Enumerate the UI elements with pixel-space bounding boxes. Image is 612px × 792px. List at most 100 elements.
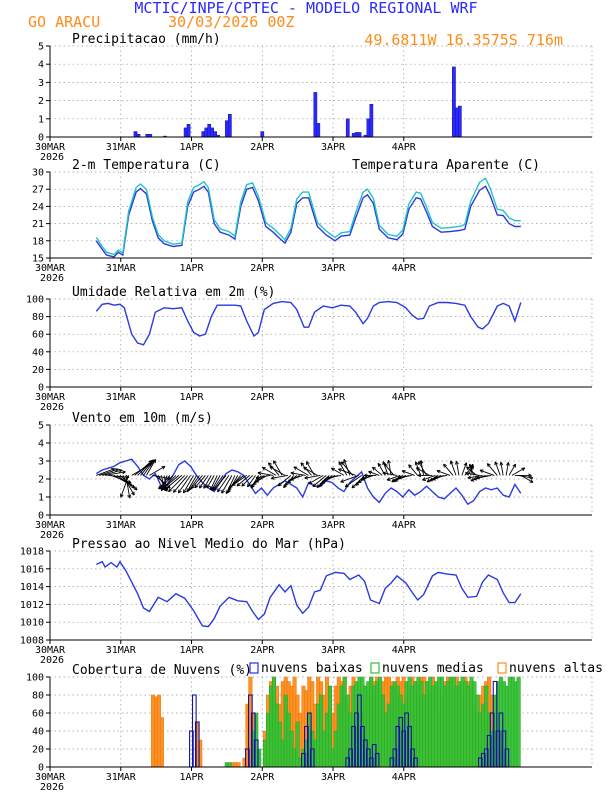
wind-arrow-head <box>436 469 441 474</box>
x-tick-label: 4APR <box>392 142 417 153</box>
wind-arrow <box>466 466 477 476</box>
wind-arrow-head <box>277 482 282 487</box>
wind-arrow <box>188 475 200 491</box>
wind-arrow <box>326 474 342 479</box>
wind-arrow <box>143 459 155 476</box>
wind-arrow-head <box>231 482 236 487</box>
wind-arrow <box>331 467 345 476</box>
wind-arrow-head <box>119 493 124 498</box>
wind-arrow <box>120 475 130 498</box>
wind-arrow-head <box>414 461 419 466</box>
wind-arrow-head <box>290 471 295 476</box>
panel-title: Precipitacao (mm/h) <box>72 32 221 47</box>
legend-swatch <box>370 662 380 674</box>
x-tick-label: 1APR <box>179 520 204 531</box>
wind-arrow-head <box>351 484 356 489</box>
x-tick-label: 3APR <box>321 645 346 656</box>
wind-arrow <box>479 469 495 476</box>
wind-arrow <box>443 463 454 476</box>
wind-arrow <box>221 475 233 494</box>
wind-arrow <box>255 474 271 479</box>
wind-arrow <box>520 475 534 483</box>
wind-arrow-head <box>127 494 132 499</box>
x-tick-label: 4APR <box>392 772 417 783</box>
wind-arrow-head <box>387 459 391 464</box>
wind-arrow-head <box>486 463 491 468</box>
x-tick-label: 1APR <box>179 772 204 783</box>
y-tick-label: 1008 <box>20 636 44 647</box>
y-tick-label: 20 <box>32 745 44 756</box>
y-tick-label: 2 <box>38 96 44 107</box>
wind-arrow <box>461 462 467 476</box>
wind-arrow-head <box>284 482 289 486</box>
wind-arrow-head <box>323 477 328 482</box>
wind-arrow-head <box>283 484 287 489</box>
x-tick-label: 4APR <box>392 392 417 403</box>
wind-arrow-head <box>228 484 233 489</box>
wind-arrow-head <box>465 471 469 476</box>
wind-arrow-head <box>213 486 217 491</box>
panel-title: 2-m Temperatura (C) <box>72 158 221 173</box>
x-tick-label: 31MAR <box>106 263 137 274</box>
wind-arrow <box>450 460 457 476</box>
y-tick-label: 1012 <box>20 600 44 611</box>
year-label: 2026 <box>40 530 64 541</box>
wind-arrow-head <box>320 480 325 484</box>
y-tick-label: 100 <box>26 673 44 684</box>
x-tick-label: 3APR <box>321 263 346 274</box>
wind-arrow-head <box>300 462 305 467</box>
series-line <box>96 560 522 628</box>
wind-arrow-head <box>183 489 187 494</box>
wind-arrow-head <box>463 462 468 467</box>
wind-arrow-head <box>470 477 475 482</box>
year-label: 2026 <box>40 655 64 666</box>
wind-arrow <box>340 474 359 483</box>
wind-arrow <box>465 472 480 476</box>
wind-arrow-head <box>344 483 349 488</box>
wind-arrow <box>290 474 303 481</box>
wind-arrow-head <box>408 464 412 469</box>
wind-arrow-head <box>418 461 422 466</box>
y-tick-label: 2 <box>38 475 44 486</box>
wind-arrow-head <box>217 488 221 493</box>
wind-arrow <box>149 466 166 476</box>
wind-arrow <box>494 461 501 476</box>
wind-arrow-head <box>273 460 277 465</box>
panel-clouds: 0 20 40 60 80 100 30MAR 31MAR 1APR 2APR 3APR 4APR 20… <box>26 661 603 792</box>
wind-arrow <box>416 467 430 476</box>
x-tick-label: 30MAR <box>35 392 66 403</box>
wind-arrow <box>134 460 153 476</box>
wind-arrow <box>228 475 244 488</box>
wind-arrow <box>137 459 154 476</box>
panel-title: Umidade Relativa em 2m (%) <box>72 285 276 300</box>
wind-arrow <box>467 474 483 479</box>
x-tick-label: 3APR <box>321 142 346 153</box>
legend-swatch <box>249 662 259 674</box>
wind-arrow-head <box>177 489 182 494</box>
wind-arrow <box>338 461 348 476</box>
wind-arrow-head <box>191 484 195 489</box>
y-tick-label: 0 <box>38 133 44 144</box>
wind-arrow <box>257 472 274 476</box>
y-tick-label: 4 <box>38 439 44 450</box>
wind-arrow <box>168 475 186 492</box>
precip-bar <box>369 103 374 138</box>
wind-arrow-head <box>131 491 135 496</box>
precip-bar <box>227 114 232 138</box>
y-tick-label: 1014 <box>20 582 44 593</box>
wind-arrow <box>191 475 203 489</box>
wind-arrow-head <box>164 486 169 491</box>
wind-arrow <box>486 463 498 476</box>
y-tick-label: 1 <box>38 114 44 125</box>
wind-arrow <box>125 475 131 499</box>
wind-arrow-head <box>194 484 199 489</box>
wind-arrow <box>511 467 525 476</box>
wind-arrow <box>338 468 356 476</box>
wind-arrow-head <box>168 488 172 493</box>
y-tick-label: 0 <box>38 383 44 394</box>
wind-arrow-head <box>392 478 397 482</box>
header-title: MCTIC/INPE/CPTEC - MODELO REGIONAL WRF <box>134 0 477 17</box>
wind-arrow-head <box>340 479 345 483</box>
wind-arrow <box>206 475 215 489</box>
wind-arrow-head <box>383 463 388 468</box>
